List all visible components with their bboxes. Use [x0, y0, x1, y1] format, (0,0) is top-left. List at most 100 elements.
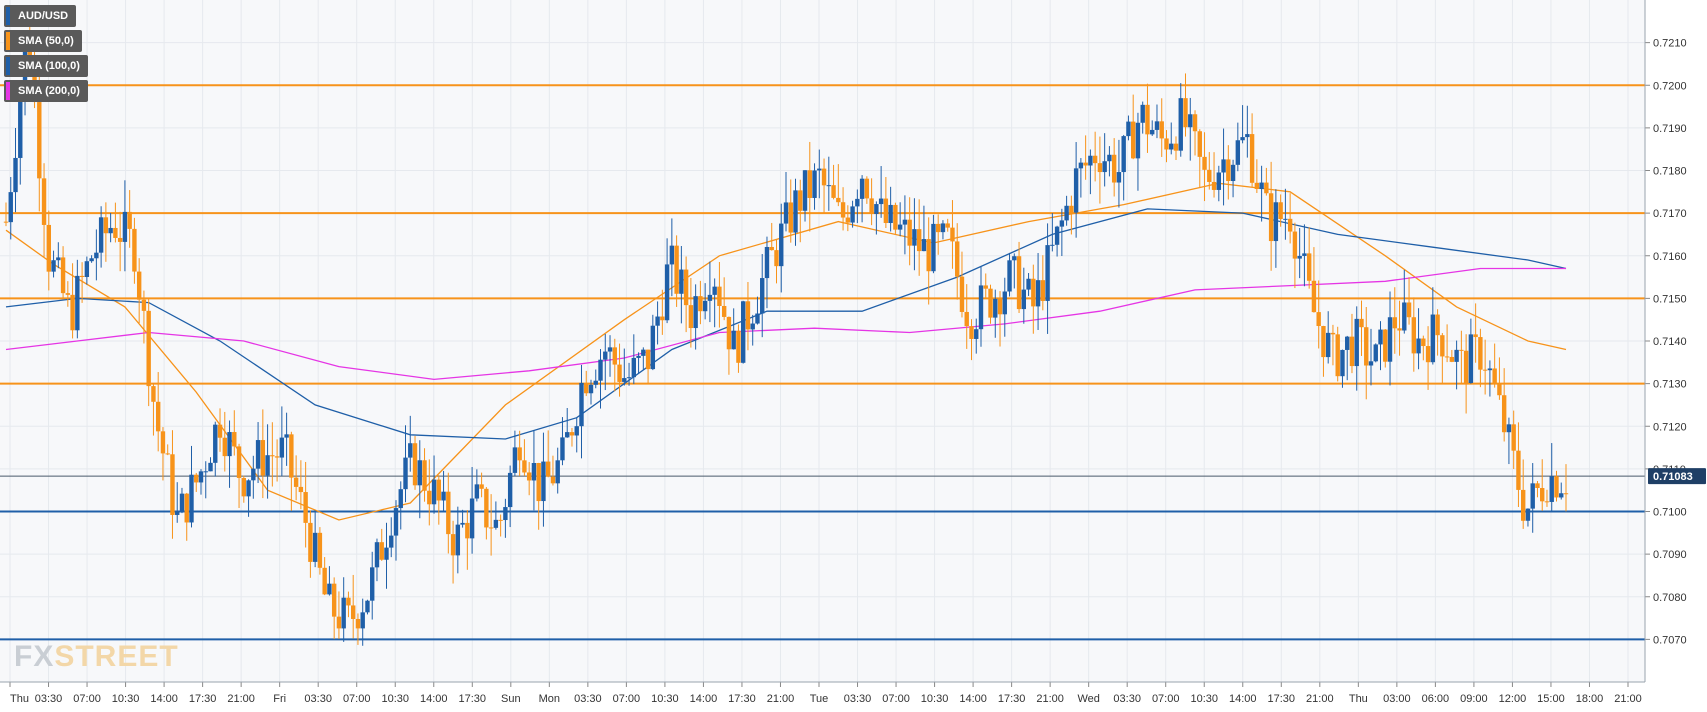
y-tick-label: 0.7130 — [1653, 379, 1687, 391]
candle-up — [1178, 98, 1183, 151]
candle-down — [1092, 155, 1098, 164]
candle-down — [446, 491, 451, 535]
watermark-street: STREET — [54, 640, 179, 673]
x-tick-label: 14:00 — [1229, 693, 1257, 705]
candle-up — [393, 508, 399, 536]
x-tick-label: 17:30 — [998, 693, 1026, 705]
x-tick-label: 03:30 — [574, 693, 602, 705]
sma50-line — [5, 182, 1567, 521]
candle-up — [474, 484, 480, 499]
candle-up — [1297, 255, 1302, 259]
candle-up — [740, 301, 746, 363]
candle-down — [660, 316, 665, 321]
candle-down — [983, 285, 988, 289]
candle-up — [1078, 162, 1084, 169]
sma50-label[interactable]: SMA (50,0) — [4, 30, 82, 52]
candle-up — [341, 597, 346, 629]
candle-down — [1335, 334, 1340, 377]
candle-down — [1349, 336, 1355, 367]
candle-down — [536, 462, 541, 502]
candle-up — [327, 583, 332, 595]
x-tick-label: 14:00 — [959, 693, 987, 705]
candle-down — [127, 211, 132, 229]
candle-down — [1544, 501, 1550, 503]
candle-down — [916, 229, 922, 252]
candle-down — [1097, 163, 1103, 173]
x-tick-label: 21:00 — [767, 693, 795, 705]
candle-down — [236, 446, 242, 478]
candle-down — [1040, 280, 1046, 301]
candle-up — [902, 219, 908, 225]
candle-up — [89, 258, 94, 262]
candle-up — [1525, 508, 1531, 521]
candle-down — [79, 275, 85, 278]
symbol-text: AUD/USD — [18, 10, 69, 22]
candle-down — [1411, 317, 1417, 354]
candle-down — [222, 437, 227, 457]
symbol-label[interactable]: AUD/USD — [4, 5, 77, 27]
x-tick-label: 17:30 — [1268, 693, 1296, 705]
candle-down — [726, 316, 732, 350]
sma50-text: SMA (50,0) — [18, 35, 74, 47]
x-tick-label: 06:00 — [1422, 693, 1450, 705]
candle-up — [712, 286, 717, 295]
candle-up — [702, 300, 708, 312]
x-tick-label: Fri — [273, 693, 286, 705]
candle-down — [427, 490, 432, 505]
candle-down — [1164, 138, 1169, 150]
candle-down — [355, 618, 361, 629]
candle-down — [1306, 253, 1312, 281]
candle-up — [1188, 114, 1193, 128]
candle-up — [912, 229, 917, 246]
watermark-fx: FX — [14, 640, 55, 673]
candle-down — [141, 299, 147, 311]
candle-up — [1302, 253, 1307, 256]
candle-up — [1454, 349, 1459, 362]
x-tick-label: 03:30 — [304, 693, 332, 705]
candle-down — [155, 401, 161, 432]
candle-up — [855, 198, 860, 207]
candle-up — [365, 600, 370, 613]
candle-down — [331, 583, 337, 617]
candle-up — [1021, 289, 1027, 310]
candle-up — [1273, 202, 1279, 242]
candle-down — [1535, 483, 1540, 489]
y-tick-label: 0.7080 — [1653, 592, 1687, 604]
candle-up — [179, 493, 185, 512]
candle-down — [935, 223, 941, 233]
candle-down — [698, 296, 703, 312]
candle-down — [308, 522, 313, 562]
candle-down — [436, 479, 442, 501]
candle-up — [655, 316, 660, 326]
candle-up — [417, 460, 422, 486]
x-tick-label: 21:00 — [1036, 693, 1064, 705]
candle-down — [1473, 334, 1478, 338]
candle-up — [1373, 344, 1378, 362]
candle-up — [626, 377, 632, 379]
candle-down — [997, 298, 1003, 315]
candle-up — [931, 223, 936, 272]
candle-up — [51, 260, 56, 272]
candle-up — [455, 524, 461, 556]
candle-up — [1064, 205, 1069, 221]
candle-down — [569, 432, 575, 436]
x-tick-label: 03:30 — [1113, 693, 1141, 705]
candle-down — [774, 250, 779, 267]
candle-up — [631, 357, 637, 378]
candle-down — [840, 202, 846, 218]
candle-down — [1421, 338, 1426, 347]
candle-down — [298, 486, 304, 493]
x-tick-label: 21:00 — [227, 693, 255, 705]
x-tick-label: Sun — [501, 693, 521, 705]
candle-up — [75, 275, 80, 331]
sma200-label[interactable]: SMA (200,0) — [4, 80, 88, 102]
sma100-label[interactable]: SMA (100,0) — [4, 55, 88, 77]
candle-down — [1463, 350, 1469, 383]
candle-up — [793, 190, 798, 233]
candle-down — [1359, 318, 1364, 328]
candle-up — [888, 204, 893, 224]
candle-up — [1116, 172, 1122, 183]
candle-up — [993, 298, 998, 318]
candle-down — [1482, 369, 1488, 371]
candle-down — [217, 424, 223, 438]
